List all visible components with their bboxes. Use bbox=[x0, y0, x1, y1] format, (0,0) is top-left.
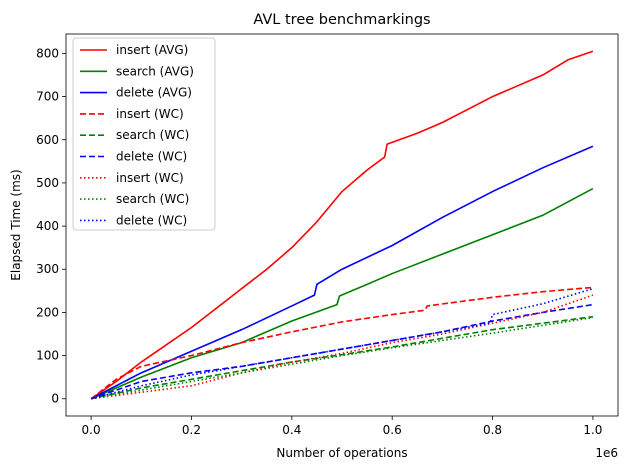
y-tick-label: 500 bbox=[36, 176, 59, 190]
x-tick-label: 0.4 bbox=[282, 423, 301, 437]
legend-frame bbox=[72, 37, 216, 231]
y-tick-label: 700 bbox=[36, 90, 59, 104]
legend-label: insert (WC) bbox=[116, 171, 184, 185]
legend-label: delete (AVG) bbox=[116, 86, 192, 100]
series-line-2 bbox=[90, 187, 594, 400]
series-line-3 bbox=[90, 145, 594, 400]
series-line-4 bbox=[90, 286, 593, 400]
x-axis: 0.0 0.2 0.4 0.6 0.8 1.0 bbox=[82, 416, 602, 437]
series-line-6 bbox=[90, 303, 594, 400]
y-axis: 0 100 200 300 400 500 600 700 800 bbox=[36, 46, 66, 406]
x-tick-label: 0.0 bbox=[82, 423, 101, 437]
legend-label: insert (WC) bbox=[116, 107, 184, 121]
legend-label: search (WC) bbox=[116, 192, 189, 206]
series-line-5 bbox=[90, 315, 594, 400]
x-axis-offset-text: 1e6 bbox=[595, 446, 618, 460]
x-axis-title: Number of operations bbox=[276, 446, 407, 460]
series-line-8 bbox=[90, 316, 594, 400]
legend-label: search (WC) bbox=[116, 128, 189, 142]
x-tick-label: 0.6 bbox=[383, 423, 402, 437]
x-tick-label: 0.8 bbox=[483, 423, 502, 437]
series-layer bbox=[90, 50, 594, 400]
y-tick-label: 100 bbox=[36, 349, 59, 363]
chart-title: AVL tree benchmarkings bbox=[253, 12, 430, 28]
legend-label: insert (AVG) bbox=[116, 43, 188, 57]
y-tick-label: 0 bbox=[51, 392, 59, 406]
series-line-9 bbox=[90, 287, 594, 400]
axes-frame bbox=[65, 33, 619, 417]
series-line-1 bbox=[90, 50, 594, 400]
x-tick-label: 0.2 bbox=[182, 423, 201, 437]
y-tick-label: 200 bbox=[36, 305, 59, 319]
y-tick-label: 800 bbox=[36, 46, 59, 60]
series-line-7 bbox=[90, 294, 594, 400]
y-tick-label: 600 bbox=[36, 133, 59, 147]
x-tick-label: 1.0 bbox=[583, 423, 602, 437]
y-tick-label: 300 bbox=[36, 262, 59, 276]
y-axis-title: Elapsed Time (ms) bbox=[9, 169, 23, 280]
legend: insert (AVG) search (AVG) delete (AVG) inse… bbox=[72, 37, 216, 231]
legend-label: delete (WC) bbox=[116, 150, 187, 164]
y-tick-label: 400 bbox=[36, 219, 59, 233]
legend-label: delete (WC) bbox=[116, 213, 187, 227]
legend-label: search (AVG) bbox=[116, 64, 194, 78]
